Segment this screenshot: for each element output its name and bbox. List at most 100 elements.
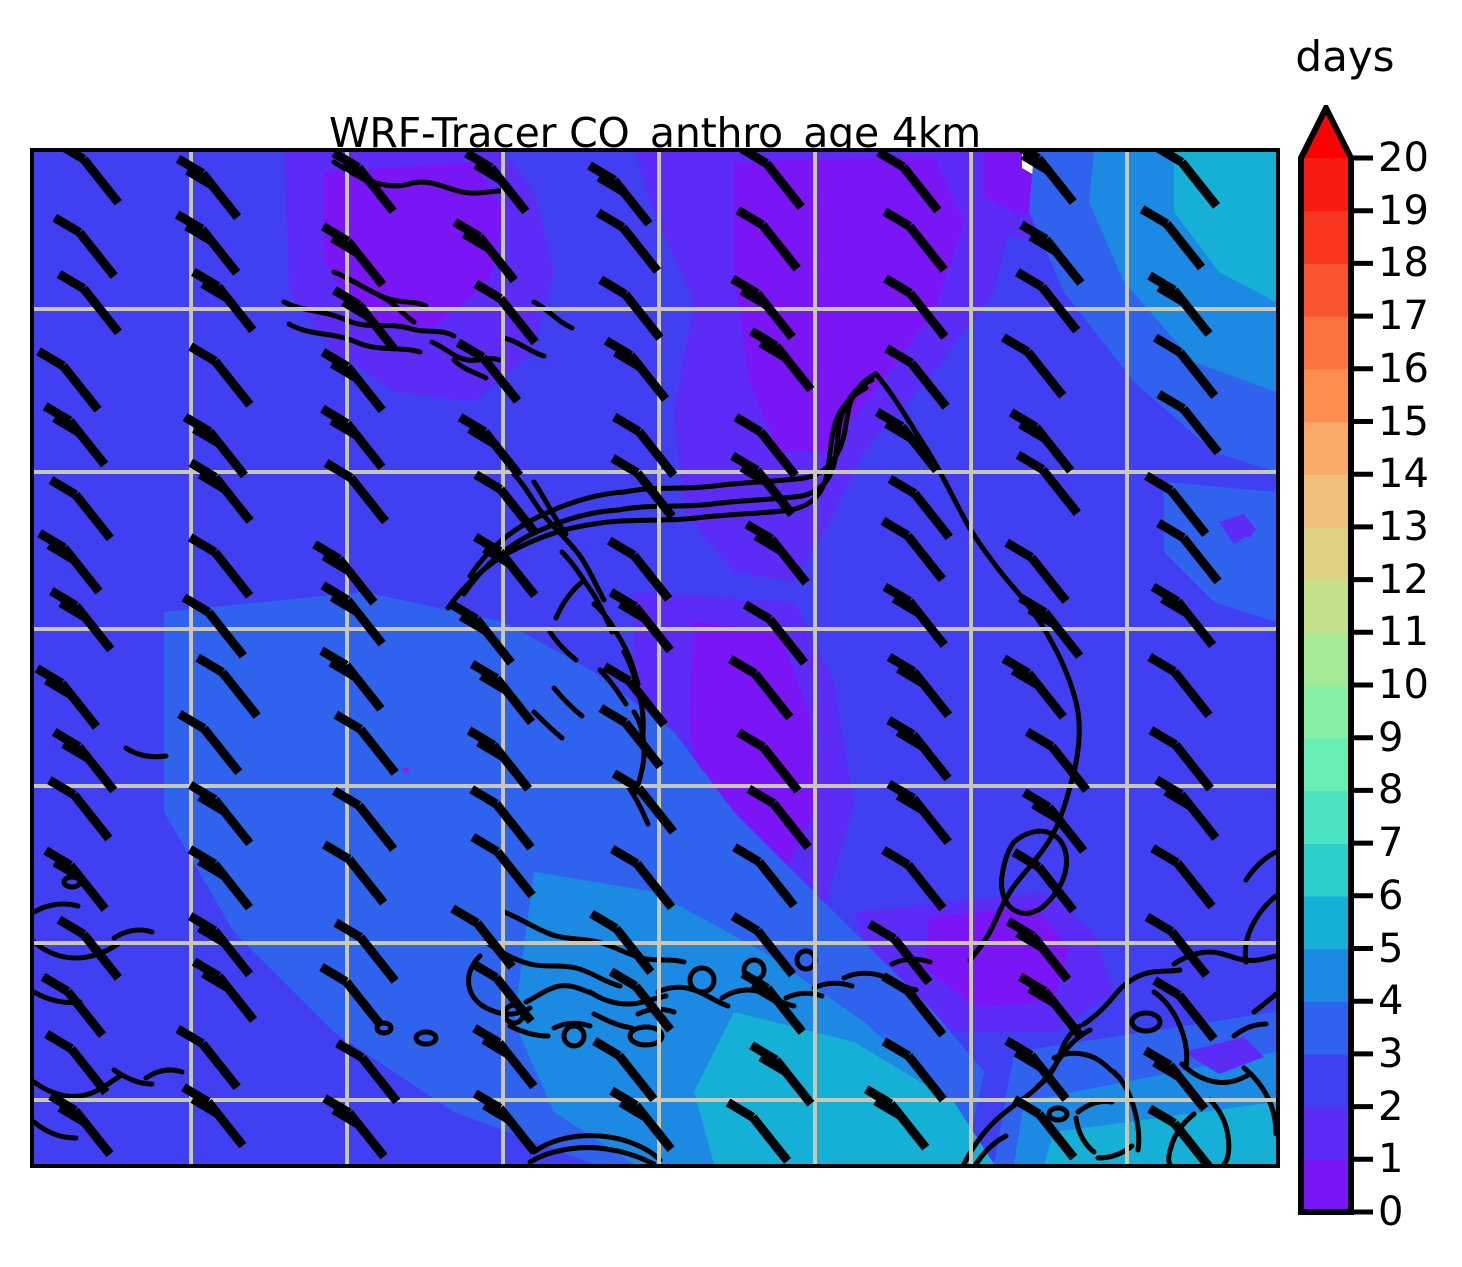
wind-barb-flag	[1015, 929, 1045, 952]
map-svg	[34, 152, 1276, 1164]
wind-barb-staff	[67, 1045, 110, 1096]
wind-barb-staff	[80, 931, 122, 981]
colorbar-band	[1301, 474, 1351, 528]
wind-barb-flag	[740, 969, 770, 993]
colorbar-tick-label: 13	[1378, 503, 1429, 550]
wind-barb-flag	[1021, 788, 1052, 812]
wind-barb-staff	[1035, 864, 1077, 914]
wind-barb-flag	[1147, 1104, 1177, 1128]
wind-barb-flag	[472, 1024, 502, 1047]
colorbar-tick-label: 8	[1378, 767, 1404, 814]
wind-barb-flag	[1004, 1036, 1034, 1060]
wind-barb-flag	[1156, 519, 1186, 542]
wind-barb-flag	[592, 1037, 622, 1060]
colorbar-band	[1301, 1001, 1351, 1055]
wind-barb-flag	[182, 413, 213, 436]
wind-barb-staff	[1035, 1111, 1078, 1161]
wind-barb-staff	[625, 678, 668, 728]
colorbar-outline	[1298, 105, 1354, 1215]
wind-barb-flag	[187, 781, 218, 804]
wind-barb-flag	[744, 520, 774, 543]
colorbar-tick-label: 1	[1378, 1136, 1404, 1183]
wind-barb-staff	[1048, 743, 1091, 793]
wind-barb-flag	[609, 845, 640, 868]
wind-barb-flag	[1010, 666, 1041, 689]
colorbar-band	[1301, 790, 1351, 844]
wind-barb-staff	[345, 856, 388, 906]
colorbar[interactable]	[1298, 105, 1373, 1215]
wind-barb-flag	[321, 552, 351, 575]
wind-barb-flag	[895, 727, 925, 751]
colorbar-tick-label: 5	[1378, 925, 1404, 972]
wind-barb-flag	[56, 270, 87, 293]
wind-barb-staff	[80, 156, 122, 206]
wind-barb-staff	[612, 925, 655, 975]
wind-barb-staff	[356, 934, 399, 984]
wind-barb-flag	[618, 1098, 648, 1122]
wind-barb-staff	[899, 164, 942, 214]
wind-barb-flag	[188, 342, 218, 366]
map-inner	[34, 152, 1276, 1164]
wind-barb-flag	[882, 207, 912, 231]
wind-barb-flag	[1148, 726, 1178, 749]
wind-barb-flag	[62, 152, 86, 163]
wind-barb-flag	[57, 1103, 87, 1127]
colorbar-band	[1301, 526, 1351, 581]
wind-barb-flag	[887, 475, 917, 498]
wind-barb-flag	[61, 739, 91, 763]
wind-barb-staff	[59, 363, 102, 413]
wind-barb-flag	[329, 593, 360, 616]
wind-barb-flag	[886, 779, 916, 803]
wind-barb-flag	[333, 710, 363, 734]
wind-barb-flag	[51, 728, 82, 751]
wind-barb-flag	[457, 413, 488, 436]
wind-barb-staff	[200, 725, 243, 776]
wind-barb-staff	[632, 983, 674, 1033]
wind-barb-flag	[1015, 450, 1045, 474]
wind-barb-flag	[874, 408, 905, 431]
wind-barb-flag	[48, 476, 78, 499]
wind-barb-flag	[1001, 654, 1031, 678]
wind-barb-flag	[883, 274, 913, 298]
wind-barb-staff	[621, 291, 664, 341]
wind-barb-flag	[185, 166, 215, 190]
colorbar-tick-label: 2	[1378, 1083, 1404, 1130]
wind-barb-flag	[331, 1106, 361, 1129]
wind-barb-flag	[174, 210, 205, 234]
wind-barb-flag	[201, 969, 231, 992]
wind-barb-flag	[197, 470, 227, 493]
wind-barb-flag	[452, 218, 482, 241]
wind-barb-flag	[187, 845, 217, 868]
wind-barb-staff	[621, 719, 664, 770]
wind-barb-flag	[595, 208, 626, 232]
wind-barb-flag	[753, 532, 784, 555]
wind-barb-flag	[884, 344, 914, 368]
colorbar-band	[1301, 368, 1351, 423]
wind-barb-flag	[730, 275, 760, 298]
wind-barb-flag	[749, 327, 779, 350]
map-plot-area[interactable]	[30, 148, 1280, 1168]
wind-barb-flag	[1154, 775, 1184, 799]
wind-barb-flag	[52, 414, 82, 437]
wind-barb-flag	[197, 923, 227, 947]
wind-barb-flag	[1015, 268, 1045, 291]
wind-barb-flag	[469, 959, 499, 982]
wind-barb-flag	[886, 716, 916, 739]
wind-barb-staff	[205, 609, 247, 659]
wind-barb-flag	[1018, 420, 1048, 443]
wind-barb-staff	[630, 552, 673, 602]
wind-barb-flag	[596, 173, 626, 196]
wind-barb-staff	[904, 988, 947, 1038]
wind-barb-flag	[873, 1097, 903, 1120]
wind-barb-staff	[1170, 668, 1213, 719]
colorbar-ticks	[1351, 155, 1373, 1215]
colorbar-tick-label: 10	[1378, 662, 1429, 708]
wind-barb-flag	[44, 1030, 74, 1053]
wind-barb-flag	[450, 904, 480, 928]
colorbar-band	[1301, 1106, 1351, 1160]
wind-barb-flag	[184, 222, 214, 245]
wind-barb-flag	[331, 786, 362, 810]
wind-barb-staff	[80, 285, 122, 336]
wind-barb-flag	[881, 1037, 911, 1060]
wind-barb-flag	[598, 704, 628, 727]
